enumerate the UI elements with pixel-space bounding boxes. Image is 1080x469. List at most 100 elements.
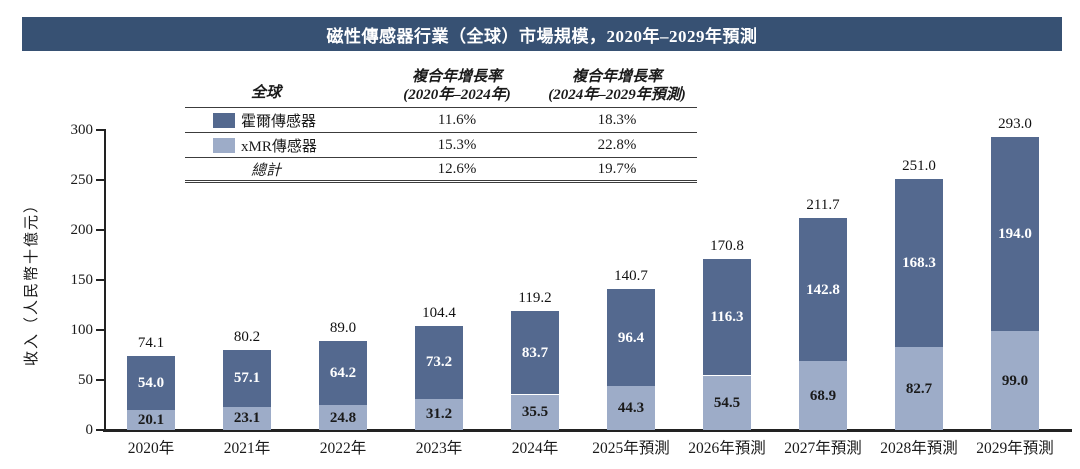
y-tick-label: 150 [70,272,94,288]
bar-segment-xmr [223,406,271,430]
y-tick-label: 50 [78,372,93,388]
legend-total-label: 總計 [185,157,377,183]
bar-value-hall: 116.3 [710,309,744,326]
bar-segment-hall [895,179,943,348]
y-tick-label: 100 [70,322,94,338]
bar-value-hall: 57.1 [233,370,261,387]
y-tick-label: 0 [85,422,94,438]
bar-segment-hall [415,325,463,399]
bar-value-xmr: 31.2 [425,406,453,423]
bar-value-xmr: 99.0 [1001,372,1029,389]
x-tick-label: 2029年預測 [976,440,1054,457]
legend-cagr-value: 12.6% [377,157,537,183]
bar-total-label: 74.1 [137,334,165,351]
legend-cagr-value: 22.8% [537,132,697,158]
bar-value-xmr: 23.1 [233,410,261,427]
legend-cagr-value: 15.3% [377,132,537,158]
y-axis-line [104,129,106,430]
bar-segment-xmr [895,347,943,430]
chart-title-bar: 磁性傳感器行業（全球）市場規模，2020年–2029年預測 [22,17,1062,51]
bar-total-label: 211.7 [806,197,840,214]
y-tick-label: 250 [70,172,94,188]
xmr-sensor-swatch-icon [213,137,235,153]
x-tick-label: 2021年 [223,440,271,457]
legend-row-total: 總計 12.6% 19.7% [185,157,697,183]
x-tick-label: 2025年預測 [592,440,670,457]
bar-segment-xmr [607,385,655,430]
x-tick-label: 2027年預測 [784,440,862,457]
legend-row-xmr-sensor: xMR傳感器 15.3% 22.8% [185,132,697,158]
bar-value-hall: 64.2 [329,365,357,382]
bar-segment-hall [223,349,271,407]
bar-value-xmr: 24.8 [329,409,357,426]
bar-total-label: 293.0 [998,116,1032,132]
bar-segment-xmr [415,398,463,430]
bar-total-label: 89.0 [329,320,357,336]
y-tick-mark [96,179,104,181]
bar-segment-xmr [127,409,175,430]
y-tick-mark [96,129,104,131]
legend-header-cagr-line1: 複合年增長率 [411,69,502,85]
legend-table: 全球 複合年增長率 (2020年–2024年) 複合年增長率 (2024年–20… [185,68,697,183]
legend-header-cagr-line2: (2020年–2024年) [403,87,511,103]
chart-title: 磁性傳感器行業（全球）市場規模，2020年–2029年預測 [326,26,758,46]
x-tick-label: 2023年 [415,440,463,457]
bar-value-xmr: 44.3 [617,399,645,416]
bar-segment-xmr [799,361,847,430]
legend-header-cagr-2020-2024: 複合年增長率 (2020年–2024年) [377,68,537,108]
x-tick-label: 2020年 [127,440,175,457]
x-tick-label: 2024年 [511,440,559,457]
y-tick-mark [96,429,104,431]
bar-segment-hall [127,355,175,410]
bar-value-xmr: 20.1 [137,411,165,428]
bar-value-xmr: 68.9 [809,387,837,404]
legend-header-cagr-line1: 複合年增長率 [571,69,662,85]
bar-value-hall: 73.2 [425,354,453,371]
legend-header-region: 全球 [185,68,377,108]
bar-total-label: 140.7 [614,268,648,285]
legend-cagr-value: 11.6% [377,107,537,133]
bar-value-hall: 194.0 [998,226,1032,242]
legend-header-row: 全球 複合年增長率 (2020年–2024年) 複合年增長率 (2024年–20… [185,68,697,108]
legend-cagr-value: 18.3% [537,107,697,133]
bar-total-label: 80.2 [233,328,261,345]
bar-value-xmr: 82.7 [905,380,933,397]
y-tick-label: 300 [70,122,94,138]
bar-value-xmr: 54.5 [713,394,741,411]
bar-value-hall: 142.8 [806,281,840,298]
legend-cagr-value: 19.7% [537,157,697,183]
bar-segment-hall [703,259,751,376]
y-tick-mark [96,329,104,331]
x-axis-line [103,429,1072,432]
y-tick-mark [96,229,104,231]
legend-header-cagr-line2: (2024年–2029年預測) [548,87,686,103]
y-tick-mark [96,379,104,381]
bar-segment-xmr [703,375,751,430]
bar-segment-xmr [319,405,367,430]
bar-segment-hall [799,218,847,362]
bar-segment-xmr [511,394,559,430]
bar-value-hall: 54.0 [137,374,165,391]
y-tick-label: 200 [70,222,94,238]
bar-value-hall: 96.4 [617,329,645,346]
bar-segment-xmr [991,331,1039,430]
bar-value-hall: 83.7 [521,344,549,361]
bar-value-hall: 168.3 [902,255,936,272]
hall-sensor-swatch-icon [213,112,235,128]
x-tick-label: 2022年 [319,440,367,457]
bar-total-label: 104.4 [422,304,456,321]
legend-header-cagr-2024-2029: 複合年增長率 (2024年–2029年預測) [537,68,697,108]
bar-segment-hall [607,289,655,386]
legend-series-label: xMR傳感器 [241,138,317,155]
bar-segment-hall [991,137,1039,331]
legend-series-label: 霍爾傳感器 [241,113,317,130]
bar-total-label: 251.0 [902,158,936,174]
legend-row-hall-sensor: 霍爾傳感器 11.6% 18.3% [185,107,697,133]
bar-total-label: 119.2 [518,289,552,306]
x-tick-label: 2026年預測 [688,440,766,457]
x-tick-label: 2028年預測 [880,440,958,457]
bar-value-xmr: 35.5 [521,404,549,421]
y-tick-mark [96,279,104,281]
bar-segment-hall [511,310,559,395]
